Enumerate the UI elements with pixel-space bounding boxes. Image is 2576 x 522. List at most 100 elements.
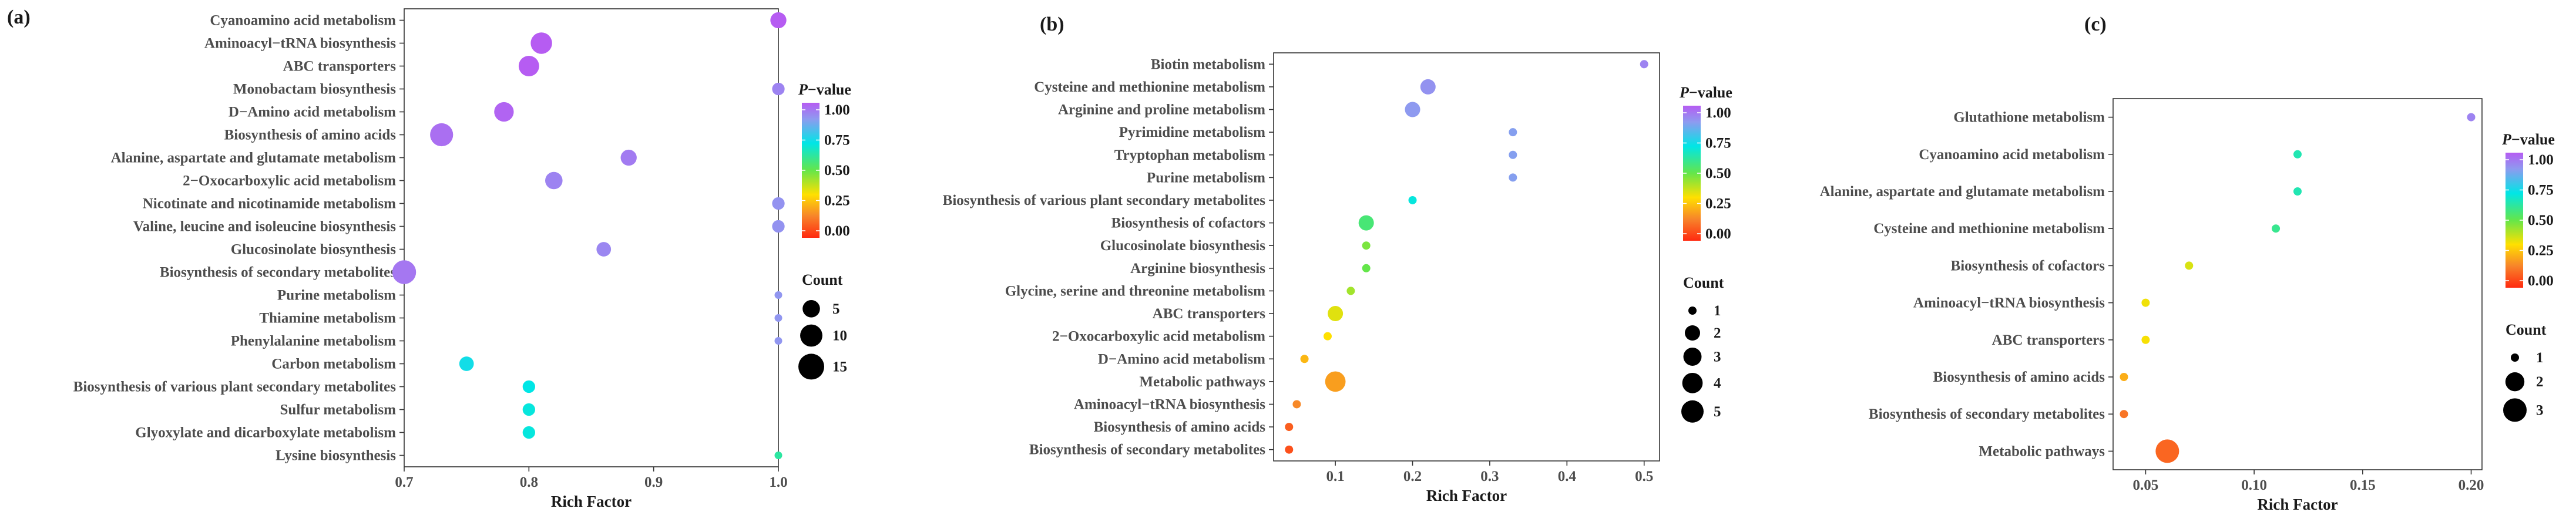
data-point	[530, 32, 552, 54]
color-bar-label: 0.50	[1705, 166, 1731, 181]
y-tick-label: Cyanoamino acid metabolism	[210, 13, 396, 29]
data-point	[1405, 102, 1420, 117]
y-tick-label: Aminoacyl−tRNA biosynthesis	[1074, 396, 1265, 412]
data-point	[2293, 150, 2302, 159]
color-bar-label: 0.00	[1705, 226, 1731, 242]
y-tick-label: Purine metabolism	[1147, 170, 1265, 186]
data-point	[392, 260, 417, 284]
data-point	[1420, 79, 1436, 95]
panel-label: (a)	[7, 6, 31, 28]
data-point	[772, 197, 785, 210]
data-point	[518, 56, 539, 76]
x-tick-label: 0.9	[644, 474, 663, 490]
color-bar-label: 0.75	[1705, 136, 1731, 151]
x-axis-label: Rich Factor	[1426, 487, 1507, 504]
panel-label: (b)	[1040, 14, 1064, 35]
x-tick-label: 0.15	[2350, 477, 2376, 493]
x-axis-label: Rich Factor	[551, 493, 632, 510]
y-tick-label: Biosynthesis of secondary metabolites	[1029, 442, 1265, 458]
data-point	[1509, 150, 1517, 159]
y-tick-label: ABC transporters	[283, 59, 397, 75]
color-bar-label: 0.50	[2528, 213, 2554, 228]
data-point	[430, 123, 454, 147]
y-tick-label: Alanine, aspartate and glutamate metabol…	[111, 150, 397, 166]
data-point	[1300, 355, 1309, 363]
data-point	[774, 291, 782, 299]
size-legend-label: 2	[2536, 374, 2544, 390]
data-point	[774, 314, 782, 322]
plot-frame	[404, 8, 779, 467]
size-legend-dot	[2503, 398, 2527, 422]
y-tick-label: Sulfur metabolism	[280, 402, 397, 418]
size-legend-title: Count	[802, 271, 843, 288]
x-tick-label: 0.3	[1480, 469, 1499, 484]
data-point	[545, 171, 563, 190]
size-legend-label: 3	[2536, 402, 2544, 418]
y-tick-label: Aminoacyl−tRNA biosynthesis	[204, 36, 396, 52]
data-point	[2272, 224, 2281, 233]
size-legend-dot	[2511, 353, 2519, 362]
data-point	[772, 220, 785, 233]
data-point	[1325, 371, 1346, 392]
size-legend-label: 10	[832, 328, 847, 343]
y-tick-label: Aminoacyl−tRNA biosynthesis	[1913, 295, 2105, 311]
y-tick-label: Biosynthesis of secondary metabolites	[160, 265, 396, 281]
data-point	[1509, 173, 1517, 182]
color-bar-label: 1.00	[824, 102, 850, 118]
panel-label: (c)	[2084, 14, 2107, 35]
x-tick-label: 0.4	[1558, 469, 1577, 484]
x-tick-label: 0.1	[1326, 469, 1344, 484]
y-tick-label: Glutathione metabolism	[1953, 110, 2105, 126]
y-tick-label: 2−Oxocarboxylic acid metabolism	[1052, 329, 1265, 345]
data-point	[1328, 306, 1344, 322]
data-point	[774, 452, 782, 459]
y-tick-label: Purine metabolism	[277, 288, 396, 304]
chart-panel-3: (c) Glutathione metabolism Cyanoamino acid…	[1820, 14, 2555, 513]
y-tick-label: Glyoxylate and dicarboxylate metabolism	[135, 425, 396, 441]
color-bar-label: 0.00	[2528, 273, 2554, 289]
size-legend-dot	[798, 353, 824, 380]
y-tick-label: Biosynthesis of amino acids	[1933, 369, 2105, 385]
size-legend-dot	[2505, 372, 2525, 392]
color-bar-label: 0.25	[824, 193, 850, 209]
color-bar-label: 1.00	[1705, 105, 1731, 121]
size-legend-dot	[1685, 325, 1700, 341]
y-tick-label: Cyanoamino acid metabolism	[1919, 147, 2105, 163]
y-tick-label: Cysteine and methionine metabolism	[1873, 221, 2105, 237]
y-tick-label: D−Amino acid metabolism	[1098, 351, 1265, 367]
data-point	[522, 403, 535, 416]
y-tick-label: Monobactam biosynthesis	[233, 82, 396, 97]
data-point	[1358, 215, 1374, 231]
data-point	[522, 380, 535, 393]
x-tick-label: 0.20	[2459, 477, 2484, 493]
color-bar-label: 0.25	[2528, 243, 2554, 259]
size-legend-title: Count	[1683, 274, 1724, 291]
y-tick-label: Biosynthesis of cofactors	[1111, 215, 1266, 231]
x-tick-label: 0.7	[395, 474, 413, 490]
size-legend-label: 4	[1714, 375, 1721, 391]
y-tick-label: Metabolic pathways	[1979, 443, 2105, 459]
x-tick-label: 0.05	[2133, 477, 2159, 493]
data-point	[620, 149, 637, 166]
size-legend-title: Count	[2506, 321, 2547, 338]
y-tick-label: Glucosinolate biosynthesis	[1100, 238, 1266, 254]
y-tick-label: Biosynthesis of cofactors	[1951, 258, 2105, 274]
size-legend-label: 5	[1714, 404, 1721, 420]
color-bar-label: 0.50	[824, 163, 850, 179]
x-axis-label: Rich Factor	[2257, 496, 2337, 513]
y-tick-label: Biotin metabolism	[1151, 56, 1265, 72]
data-point	[2120, 373, 2128, 381]
data-point	[522, 426, 535, 439]
y-tick-label: Biosynthesis of secondary metabolites	[1869, 406, 2105, 422]
data-point	[2185, 261, 2194, 270]
y-tick-label: Biosynthesis of amino acids	[224, 127, 397, 143]
chart-panel-2: (b) Biotin metabolism Cysteine and methion…	[943, 14, 1732, 504]
y-tick-label: Carbon metabolism	[271, 356, 396, 372]
data-point	[1346, 287, 1355, 295]
x-tick-label: 0.2	[1403, 469, 1422, 484]
size-legend-label: 1	[1714, 303, 1721, 319]
data-point	[2141, 298, 2150, 307]
size-legend-dot	[800, 324, 822, 347]
y-tick-label: Metabolic pathways	[1139, 374, 1265, 390]
